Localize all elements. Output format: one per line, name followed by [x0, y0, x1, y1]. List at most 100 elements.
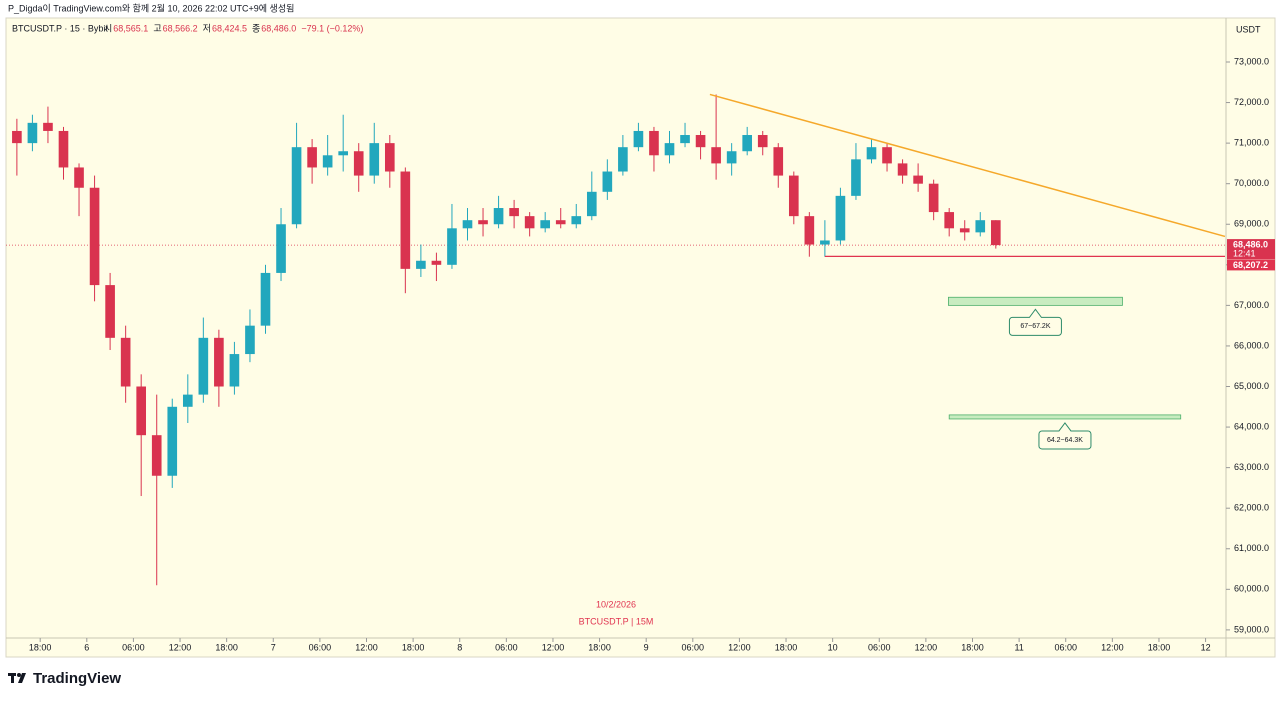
candle-body	[975, 220, 986, 233]
x-tick-label: 18:00	[29, 642, 52, 652]
candle-body	[307, 147, 317, 168]
y-tick-label: 63,000.0	[1234, 462, 1269, 472]
candle-body	[58, 130, 69, 168]
candle-body	[524, 216, 535, 229]
candle-body	[959, 228, 970, 233]
legend-key: 종	[252, 23, 260, 33]
x-tick-label: 9	[644, 642, 649, 652]
legend-key: 시	[104, 23, 112, 33]
x-tick-label: 18:00	[402, 642, 425, 652]
callout	[1008, 308, 1062, 336]
x-tick-label: 18:00	[775, 642, 798, 652]
x-tick-label: 11	[1014, 642, 1023, 652]
y-tick-label: 61,000.0	[1234, 543, 1269, 553]
caption: P_Digda이 TradingView.com와 함께 2월 10, 2026…	[8, 2, 294, 13]
candle-body	[416, 260, 426, 269]
candle-body	[291, 147, 302, 225]
legend-change: −79.1 (−0.12%)	[301, 23, 363, 33]
candle-body	[804, 216, 815, 245]
candle-body	[12, 130, 22, 144]
watermark-symbol: BTCUSDT.P | 15M	[579, 616, 654, 626]
x-tick-label: 12	[1201, 642, 1211, 652]
brand: TradingView	[33, 670, 121, 687]
zone-label: 67~67.2K	[1020, 323, 1050, 330]
x-tick-label: 6	[84, 642, 89, 652]
candle-body	[245, 325, 255, 355]
candle-body	[89, 187, 100, 286]
x-tick-label: 18:00	[588, 642, 611, 652]
candle-body	[990, 220, 1001, 246]
x-tick-label: 06:00	[122, 642, 145, 652]
y-tick-label: 60,000.0	[1234, 584, 1269, 594]
x-tick-label: 7	[271, 642, 276, 652]
candle-body	[618, 147, 628, 172]
x-tick-label: 06:00	[868, 642, 891, 652]
candle-body	[338, 151, 349, 156]
countdown: 12:41	[1233, 248, 1256, 258]
candle-body	[742, 135, 753, 152]
candle-body	[353, 151, 364, 176]
candle-body	[400, 171, 411, 269]
candle-body	[369, 143, 380, 176]
candle-body	[726, 151, 737, 164]
x-tick-label: 10	[828, 642, 838, 652]
candle-body	[882, 147, 892, 164]
unit: USDT	[1236, 24, 1261, 34]
candle-body	[711, 147, 721, 164]
candle-body	[384, 143, 395, 172]
candle-body	[276, 224, 286, 273]
candle-body	[229, 354, 240, 387]
candle-body	[43, 122, 53, 131]
candle-body	[680, 135, 690, 144]
x-tick-label: 06:00	[1054, 642, 1077, 652]
y-tick-label: 69,000.0	[1234, 219, 1269, 229]
x-tick-label: 06:00	[495, 642, 518, 652]
y-tick-label: 67,000.0	[1234, 300, 1269, 310]
x-tick-label: 12:00	[915, 642, 938, 652]
candle-body	[431, 260, 442, 265]
candle-body	[664, 143, 675, 156]
legend-key: 저	[203, 23, 211, 33]
candle-body	[540, 220, 551, 229]
candle-body	[602, 171, 613, 192]
candle-body	[866, 147, 877, 160]
x-tick-label: 18:00	[961, 642, 984, 652]
legend-value: 68,424.5	[212, 23, 247, 33]
candle-body	[151, 435, 162, 476]
candle-body	[493, 208, 504, 225]
x-tick-label: 12:00	[355, 642, 378, 652]
last-price-label: 68,486.0	[1233, 239, 1268, 249]
target-zone	[948, 296, 1123, 306]
candle-body	[322, 155, 333, 168]
last-price-box	[1227, 239, 1275, 260]
x-tick-label: 12:00	[169, 642, 192, 652]
legend-value: 68,486.0	[261, 23, 296, 33]
y-tick-label: 59,000.0	[1234, 624, 1269, 634]
candle-body	[74, 167, 84, 188]
callout	[1038, 422, 1092, 450]
legend-key: 고	[153, 23, 161, 33]
candle-body	[649, 130, 659, 156]
candle-body	[555, 220, 566, 225]
candle-body	[913, 175, 923, 184]
candle-body	[120, 337, 131, 387]
x-tick-label: 06:00	[309, 642, 332, 652]
candle-body	[586, 191, 597, 217]
x-tick-label: 8	[457, 642, 462, 652]
candle-body	[447, 228, 457, 265]
candle-body	[851, 159, 861, 196]
candle-body	[260, 272, 271, 326]
chart-panel	[5, 17, 1276, 658]
candle-body	[820, 240, 830, 245]
trendline	[709, 93, 1226, 238]
candle-body	[462, 220, 473, 229]
candle-body	[136, 386, 147, 436]
x-tick-label: 06:00	[682, 642, 705, 652]
x-tick-label: 12:00	[542, 642, 565, 652]
target-zone	[948, 414, 1182, 420]
y-tick-label: 65,000.0	[1234, 381, 1269, 391]
candle-body	[788, 175, 799, 217]
logo-part	[11, 673, 14, 683]
